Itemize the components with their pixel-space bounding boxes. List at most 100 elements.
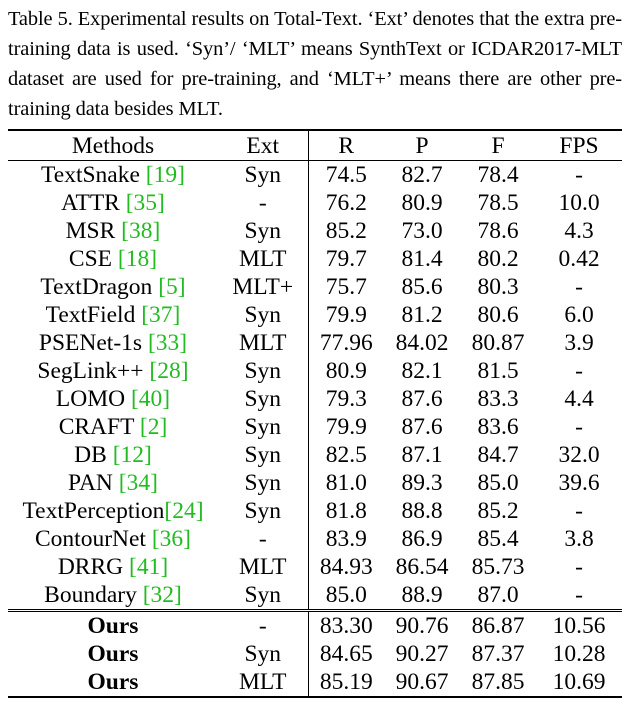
citation-link[interactable]: [12] [112,442,152,468]
table-row: PAN [34] Syn 81.0 89.3 85.0 39.6 [8,469,622,497]
p-cell: 80.9 [401,190,443,216]
citation-link[interactable]: [40] [130,386,171,412]
ext-cell: Syn [218,385,309,413]
ext-cell: - [218,609,309,640]
r-cell: 85.19 [319,669,373,695]
method-cell: ATTR [35] [8,189,218,217]
fps-cell: - [575,498,583,524]
fps-cell: 0.42 [558,246,600,272]
citation-link[interactable]: [35] [125,190,165,216]
table-row: TextPerception[24] Syn 81.8 88.8 85.2- [8,497,622,525]
p-cell: 86.9 [401,526,443,552]
citation-link[interactable]: [24] [164,498,204,524]
table-caption: Table 5. Experimental results on Total-T… [8,8,622,120]
p-cell: 82.1 [401,358,443,384]
table-row: CSE [18] MLT 79.7 81.4 80.2 0.42 [8,245,622,273]
fps-cell: 10.69 [552,669,606,695]
ext-cell: Syn [218,640,309,668]
method-name: ATTR [61,190,126,216]
p-cell: 84.02 [395,330,449,356]
method-cell: CSE [18] [8,245,218,273]
method-name: LOMO [55,386,131,412]
method-cell: DB [12] [8,441,218,469]
fps-cell: 4.3 [564,218,594,244]
citation-link[interactable]: [5] [158,274,186,300]
r-cell: 83.9 [325,526,367,552]
p-cell: 89.3 [401,470,443,496]
p-cell: 88.8 [401,498,443,524]
f-cell: 84.7 [477,442,519,468]
method-name: DRRG [57,554,129,580]
citation-link[interactable]: [36] [151,526,191,552]
method-name: CRAFT [58,414,140,440]
method-name: ContourNet [35,526,152,552]
r-cell: 77.96 [319,330,373,356]
ext-cell: Syn [218,469,309,497]
fps-cell: 4.4 [564,386,594,412]
table-row: ATTR [35] -76.2 80.9 78.5 10.0 [8,189,622,217]
p-cell: 85.6 [401,274,443,300]
method-cell: PSENet-1s [33] [8,329,218,357]
fps-cell: 3.8 [564,526,594,552]
ext-cell: Syn [218,160,309,189]
f-cell: 87.85 [471,669,525,695]
method-cell: Ours [87,669,139,695]
method-cell: CRAFT [2] [8,413,218,441]
f-cell: 78.5 [477,190,519,216]
method-cell: PAN [34] [8,469,218,497]
f-cell: 80.3 [477,274,519,300]
fps-cell: 10.56 [536,609,622,640]
citation-link[interactable]: [37] [141,302,181,328]
table-row: DRRG [41] MLT 84.93 86.54 85.73- [8,553,622,581]
r-cell: 76.2 [325,190,367,216]
f-cell: 87.37 [471,641,525,667]
f-cell: 87.0 [477,582,519,608]
f-cell: 80.6 [477,302,519,328]
citation-link[interactable]: [2] [139,414,168,440]
f-cell: 85.0 [477,470,519,496]
r-cell: 79.3 [325,386,367,412]
r-cell: 82.5 [325,442,367,468]
r-cell: 84.93 [319,554,373,580]
table-row-ours: Ours -83.30 90.76 86.87 10.56 [8,609,622,640]
table-row-ours: Ours Syn 84.65 90.27 87.37 10.28 [8,640,622,668]
method-cell: DRRG [41] [8,553,218,581]
ext-cell: Syn [218,497,309,525]
header-ext: Ext [218,130,309,161]
method-name: TextDragon [40,274,159,300]
citation-link[interactable]: [41] [129,554,169,580]
method-cell: TextField [37] [8,301,218,329]
method-cell: Boundary [32] [8,581,218,611]
f-cell: 78.6 [477,218,519,244]
citation-link[interactable]: [19] [145,162,185,188]
p-cell: 90.67 [395,669,449,695]
method-cell: Ours [8,609,218,640]
results-table: Methods Ext R P F FPS TextSnake [19] Syn 7… [8,129,622,698]
method-cell: Ours [87,641,139,667]
citation-link[interactable]: [32] [142,582,182,608]
ext-cell: Syn [218,413,309,441]
r-cell: 81.8 [325,498,367,524]
ext-cell: Syn [218,217,309,245]
citation-link[interactable]: [18] [117,246,158,272]
method-name: TextSnake [41,162,146,188]
table-row: DB [12] Syn 82.5 87.1 84.7 32.0 [8,441,622,469]
p-cell: 87.6 [401,386,443,412]
fps-cell: 32.0 [558,442,600,468]
table-row: TextDragon [5] MLT+ 75.7 85.6 80.3- [8,273,622,301]
f-cell: 81.5 [477,358,519,384]
table-row: ContourNet [36] -83.9 86.9 85.4 3.8 [8,525,622,553]
method-cell: TextDragon [5] [8,273,218,301]
fps-cell: 6.0 [564,302,594,328]
fps-cell: - [575,414,583,440]
citation-link[interactable]: [28] [149,358,189,384]
r-cell: 79.7 [325,246,367,272]
citation-link[interactable]: [38] [121,218,161,244]
citation-link[interactable]: [34] [118,470,158,496]
method-cell: MSR [38] [8,217,218,245]
f-cell: 78.4 [477,162,519,188]
p-cell: 90.27 [395,641,449,667]
method-cell: TextSnake [19] [8,161,218,190]
citation-link[interactable]: [33] [147,330,188,356]
